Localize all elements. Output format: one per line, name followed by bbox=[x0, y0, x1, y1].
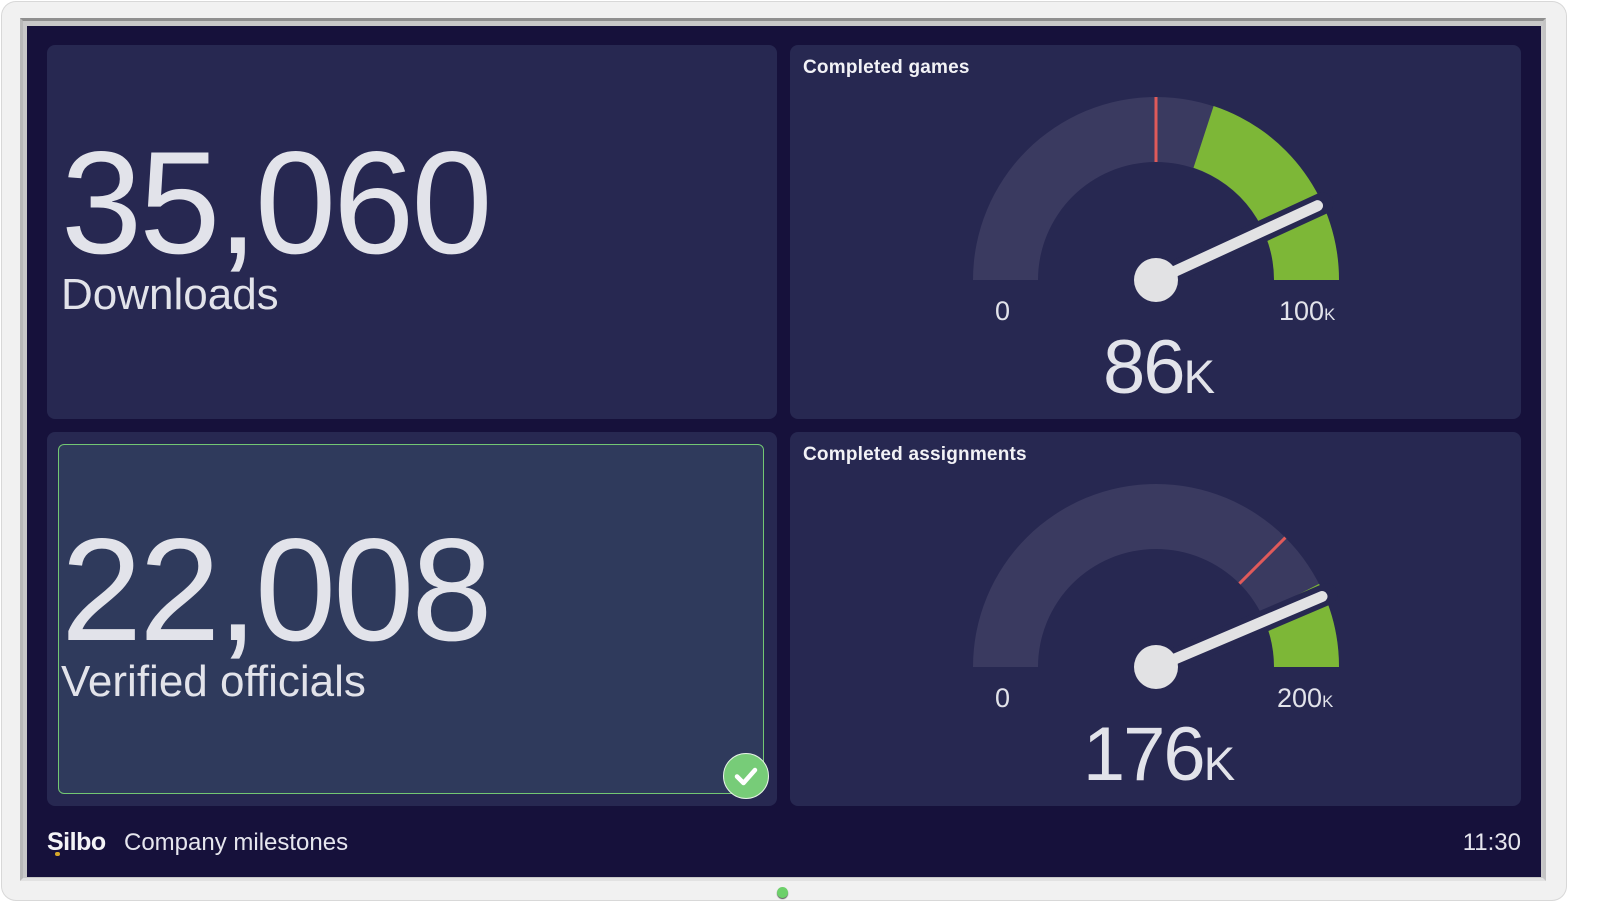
gauge-needle bbox=[1150, 591, 1328, 673]
gauge-track bbox=[973, 484, 1339, 667]
verified-officials-value: 22,008 bbox=[61, 508, 493, 671]
gauge-value-unit: K bbox=[1203, 737, 1235, 790]
completed-assignments-gauge bbox=[973, 484, 1339, 689]
gauge-value-number: 86 bbox=[1103, 325, 1186, 410]
brand-logo: Silbo bbox=[47, 828, 106, 857]
clock: 11:30 bbox=[1462, 829, 1521, 856]
tile-completed-games[interactable]: Completed games 0 100K 86K bbox=[790, 45, 1521, 419]
goal-reached-highlight bbox=[58, 444, 764, 794]
gauge-current-value: 176K bbox=[1008, 717, 1308, 793]
gauge-max-unit: K bbox=[1322, 692, 1334, 711]
gauge-max-label: 200K bbox=[1277, 685, 1333, 712]
verified-officials-label: Verified officials bbox=[61, 657, 366, 706]
brand-name: Silbo bbox=[47, 828, 106, 856]
downloads-label: Downloads bbox=[61, 270, 279, 319]
gauge-current-value: 86K bbox=[1008, 330, 1308, 406]
completed-games-gauge bbox=[973, 97, 1340, 302]
tile-downloads[interactable]: 35,060 Downloads bbox=[47, 45, 777, 419]
gauge-needle-hub bbox=[1134, 258, 1178, 302]
gauge-value-number: 176 bbox=[1082, 712, 1206, 797]
gauge-needle-hub bbox=[1134, 645, 1178, 689]
brand-logo-accent bbox=[55, 852, 60, 856]
gauge-min-label: 0 bbox=[995, 683, 1011, 713]
tile-completed-assignments[interactable]: Completed assignments 0 200K 176K bbox=[790, 432, 1521, 806]
gauge-min-label: 0 bbox=[995, 296, 1011, 326]
gauge-target-marker bbox=[1238, 536, 1287, 585]
gauge-max-unit: K bbox=[1324, 305, 1336, 324]
gauge-value-unit: K bbox=[1183, 350, 1215, 403]
completed-assignments-title: Completed assignments bbox=[803, 444, 1027, 465]
check-icon bbox=[734, 767, 758, 786]
gauge-max-value: 200 bbox=[1277, 683, 1323, 713]
completed-games-title: Completed games bbox=[803, 57, 970, 78]
power-indicator-led bbox=[777, 887, 788, 898]
goal-reached-badge bbox=[723, 753, 769, 799]
dashboard-title: Company milestones bbox=[124, 829, 349, 856]
tile-verified-officials[interactable]: 22,008 Verified officials bbox=[47, 432, 777, 806]
gauge-max-value: 100 bbox=[1279, 296, 1325, 326]
gauge-max-label: 100K bbox=[1279, 298, 1335, 325]
downloads-value: 35,060 bbox=[61, 121, 493, 284]
gauge-green-band bbox=[1193, 106, 1340, 280]
gauge-needle bbox=[1150, 200, 1323, 286]
